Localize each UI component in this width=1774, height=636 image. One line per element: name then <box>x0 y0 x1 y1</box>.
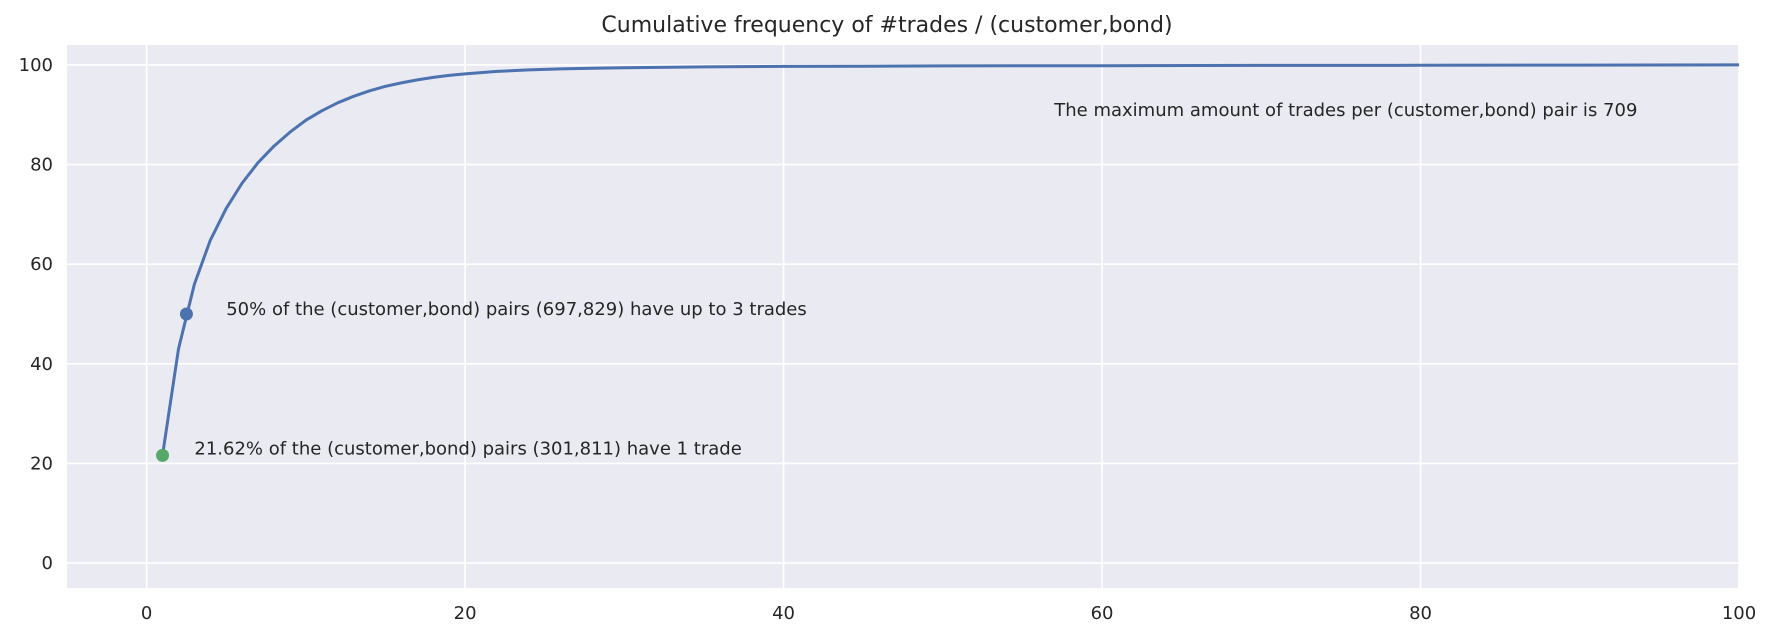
y-tick-label: 40 <box>30 354 53 375</box>
x-tick-label: 100 <box>1722 603 1756 624</box>
annotation-first: 21.62% of the (customer,bond) pairs (301… <box>194 439 741 460</box>
annotation-median: 50% of the (customer,bond) pairs (697,82… <box>226 299 807 320</box>
marker-median <box>179 307 193 321</box>
x-tick-label: 0 <box>141 603 152 624</box>
y-tick-label: 100 <box>19 55 53 76</box>
x-tick-label: 40 <box>772 603 795 624</box>
marker-first <box>156 448 170 462</box>
chart-title: Cumulative frequency of #trades / (custo… <box>601 13 1172 38</box>
x-tick-label: 80 <box>1409 603 1432 624</box>
y-tick-label: 0 <box>42 553 53 574</box>
x-tick-label: 20 <box>454 603 477 624</box>
series-group <box>161 63 1740 456</box>
annotation-group: The maximum amount of trades per (custom… <box>194 100 1637 460</box>
annotation-max: The maximum amount of trades per (custom… <box>1053 100 1637 121</box>
x-axis: 0 20 40 60 80 100 <box>141 603 1756 624</box>
y-tick-label: 80 <box>30 155 53 176</box>
y-axis: 0 20 40 60 80 100 <box>19 55 53 574</box>
plot-area <box>67 45 1739 588</box>
series-line <box>161 63 1740 456</box>
x-tick-label: 60 <box>1091 603 1114 624</box>
grid <box>67 45 1740 588</box>
y-tick-label: 60 <box>30 254 53 275</box>
marker-group <box>156 307 193 462</box>
y-tick-label: 20 <box>30 453 53 474</box>
